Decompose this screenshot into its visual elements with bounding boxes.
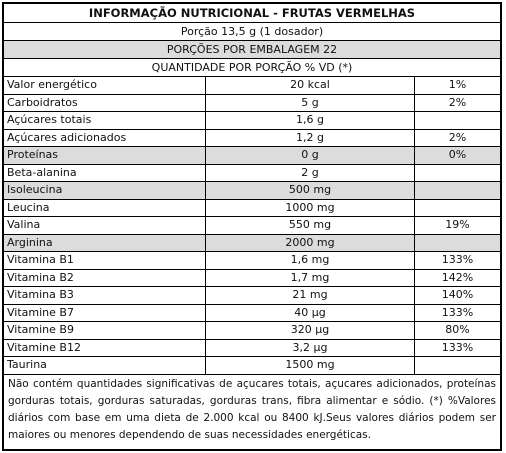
table-row: Beta-alanina 2 g bbox=[4, 164, 500, 182]
nutrient-daily-value: 1% bbox=[414, 77, 500, 95]
nutrient-amount: 1500 mg bbox=[205, 356, 415, 375]
nutrient-name: Açúcares adicionados bbox=[4, 129, 206, 147]
nutrient-name: Vitamine B9 bbox=[4, 321, 206, 340]
nutrient-amount: 40 µg bbox=[205, 304, 415, 322]
nutrient-name: Leucina bbox=[4, 199, 206, 217]
portions-per-package: PORÇÕES POR EMBALAGEM 22 bbox=[4, 41, 500, 59]
nutrient-amount: 1,6 mg bbox=[205, 251, 415, 270]
table-row: Vitamina B2 1,7 mg 142% bbox=[4, 269, 500, 287]
nutrition-table-body: Valor energético 20 kcal 1% Carboidratos 5 g… bbox=[4, 77, 500, 375]
table-row: Taurina 1500 mg bbox=[4, 356, 500, 375]
quantity-header: QUANTIDADE POR PORÇÃO % VD (*) bbox=[4, 59, 500, 77]
table-row: Açúcares adicionados 1,2 g 2% bbox=[4, 129, 500, 147]
nutrient-daily-value: 80% bbox=[414, 321, 500, 340]
nutrient-name: Valina bbox=[4, 216, 206, 235]
table-row: Vitamine B12 3,2 µg 133% bbox=[4, 339, 500, 357]
nutrient-amount: 320 µg bbox=[205, 321, 415, 340]
nutrient-name: Açúcares totais bbox=[4, 111, 206, 130]
nutrient-daily-value: 0% bbox=[414, 146, 500, 165]
nutrient-name: Vitamine B7 bbox=[4, 304, 206, 322]
nutrition-facts-label: INFORMAÇÃO NUTRICIONAL - FRUTAS VERMELHA… bbox=[2, 2, 502, 451]
nutrient-name: Arginina bbox=[4, 234, 206, 252]
table-row: Arginina 2000 mg bbox=[4, 234, 500, 252]
table-row: Valina 550 mg 19% bbox=[4, 216, 500, 235]
nutrient-daily-value bbox=[414, 164, 500, 182]
nutrient-daily-value bbox=[414, 111, 500, 130]
table-row: Isoleucina 500 mg bbox=[4, 181, 500, 200]
nutrient-amount: 1000 mg bbox=[205, 199, 415, 217]
nutrient-amount: 3,2 µg bbox=[205, 339, 415, 357]
nutrient-name: Valor energético bbox=[4, 77, 206, 95]
nutrient-amount: 1,2 g bbox=[205, 129, 415, 147]
nutrient-daily-value bbox=[414, 199, 500, 217]
nutrient-amount: 21 mg bbox=[205, 286, 415, 305]
nutrient-daily-value bbox=[414, 234, 500, 252]
nutrient-name: Vitamina B2 bbox=[4, 269, 206, 287]
nutrient-daily-value bbox=[414, 181, 500, 200]
table-row: Vitamina B1 1,6 mg 133% bbox=[4, 251, 500, 270]
nutrient-amount: 500 mg bbox=[205, 181, 415, 200]
table-row: Vitamina B3 21 mg 140% bbox=[4, 286, 500, 305]
serving-size: Porção 13,5 g (1 dosador) bbox=[4, 23, 500, 41]
table-row: Carboidratos 5 g 2% bbox=[4, 94, 500, 112]
table-row: Vitamine B9 320 µg 80% bbox=[4, 321, 500, 340]
nutrient-amount: 1,6 g bbox=[205, 111, 415, 130]
label-title: INFORMAÇÃO NUTRICIONAL - FRUTAS VERMELHA… bbox=[4, 4, 500, 23]
nutrient-amount: 20 kcal bbox=[205, 77, 415, 95]
nutrient-amount: 550 mg bbox=[205, 216, 415, 235]
nutrient-name: Isoleucina bbox=[4, 181, 206, 200]
nutrient-name: Taurina bbox=[4, 356, 206, 375]
nutrient-amount: 0 g bbox=[205, 146, 415, 165]
nutrient-daily-value: 2% bbox=[414, 129, 500, 147]
nutrition-table: Valor energético 20 kcal 1% Carboidratos 5 g… bbox=[4, 77, 500, 375]
nutrient-amount: 2 g bbox=[205, 164, 415, 182]
nutrient-daily-value: 142% bbox=[414, 269, 500, 287]
table-row: Açúcares totais 1,6 g bbox=[4, 111, 500, 130]
nutrient-amount: 1,7 mg bbox=[205, 269, 415, 287]
nutrient-daily-value: 19% bbox=[414, 216, 500, 235]
nutrient-name: Carboidratos bbox=[4, 94, 206, 112]
nutrient-amount: 2000 mg bbox=[205, 234, 415, 252]
nutrient-name: Proteínas bbox=[4, 146, 206, 165]
nutrient-daily-value: 2% bbox=[414, 94, 500, 112]
table-row: Vitamine B7 40 µg 133% bbox=[4, 304, 500, 322]
nutrient-name: Beta-alanina bbox=[4, 164, 206, 182]
nutrient-daily-value bbox=[414, 356, 500, 375]
footnote: Não contém quantidades significativas de… bbox=[8, 377, 496, 441]
nutrient-name: Vitamine B12 bbox=[4, 339, 206, 357]
nutrient-daily-value: 133% bbox=[414, 339, 500, 357]
nutrient-daily-value: 133% bbox=[414, 251, 500, 270]
table-row: Proteínas 0 g 0% bbox=[4, 146, 500, 165]
nutrient-amount: 5 g bbox=[205, 94, 415, 112]
nutrient-daily-value: 140% bbox=[414, 286, 500, 305]
table-row: Valor energético 20 kcal 1% bbox=[4, 77, 500, 95]
nutrient-daily-value: 133% bbox=[414, 304, 500, 322]
nutrient-name: Vitamina B1 bbox=[4, 251, 206, 270]
table-row: Leucina 1000 mg bbox=[4, 199, 500, 217]
nutrient-name: Vitamina B3 bbox=[4, 286, 206, 305]
